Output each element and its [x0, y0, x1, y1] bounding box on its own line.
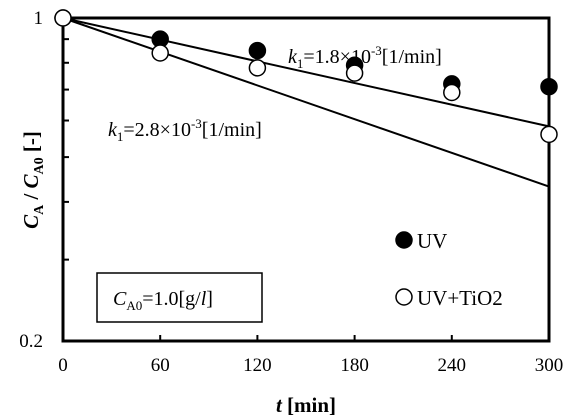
axis-ticks: 0 60 120 180 240 300 0.2 1 [19, 8, 563, 376]
x-tick-label: 120 [243, 355, 272, 376]
y-axis-title: CA / CA0 [-] [19, 131, 47, 229]
x-tick-label: 300 [535, 355, 564, 376]
legend-marker-uv [395, 231, 413, 249]
fit-line-uv-tio2 [62, 17, 550, 188]
legend-label-uv-tio2: UV+TiO2 [417, 286, 503, 310]
concentration-box [96, 272, 263, 323]
y-tick-label: 0.2 [19, 331, 43, 352]
data-points [54, 9, 558, 144]
concentration-label: CA0=1.0[g/l] [113, 288, 213, 313]
point-uv-tio2 [443, 83, 461, 102]
x-tick-label: 60 [151, 355, 170, 376]
point-uv-tio2 [345, 64, 364, 82]
point-uv-tio2 [151, 44, 169, 62]
x-tick-label: 240 [438, 355, 467, 376]
fit-label-uv-tio2: k1=2.8×10-3[1/min] [108, 116, 262, 144]
fit-label-uv: k1=1.8×10-3[1/min] [288, 43, 442, 71]
x-tick-label: 0 [58, 355, 68, 376]
point-uv [540, 77, 558, 96]
legend-marker-uv-tio2 [395, 288, 413, 306]
y-tick-label: 1 [34, 8, 44, 29]
x-axis-title: t [min] [276, 393, 336, 417]
point-uv [248, 41, 267, 60]
legend-label-uv: UV [417, 229, 447, 253]
fit-line-uv [62, 17, 550, 128]
plot-area-frame [61, 16, 551, 343]
point-uv-tio2 [540, 125, 558, 144]
fit-lines [62, 17, 550, 188]
x-tick-label: 180 [340, 355, 369, 376]
point-uv-tio2 [248, 59, 267, 77]
point-uv-tio2 [54, 9, 72, 27]
